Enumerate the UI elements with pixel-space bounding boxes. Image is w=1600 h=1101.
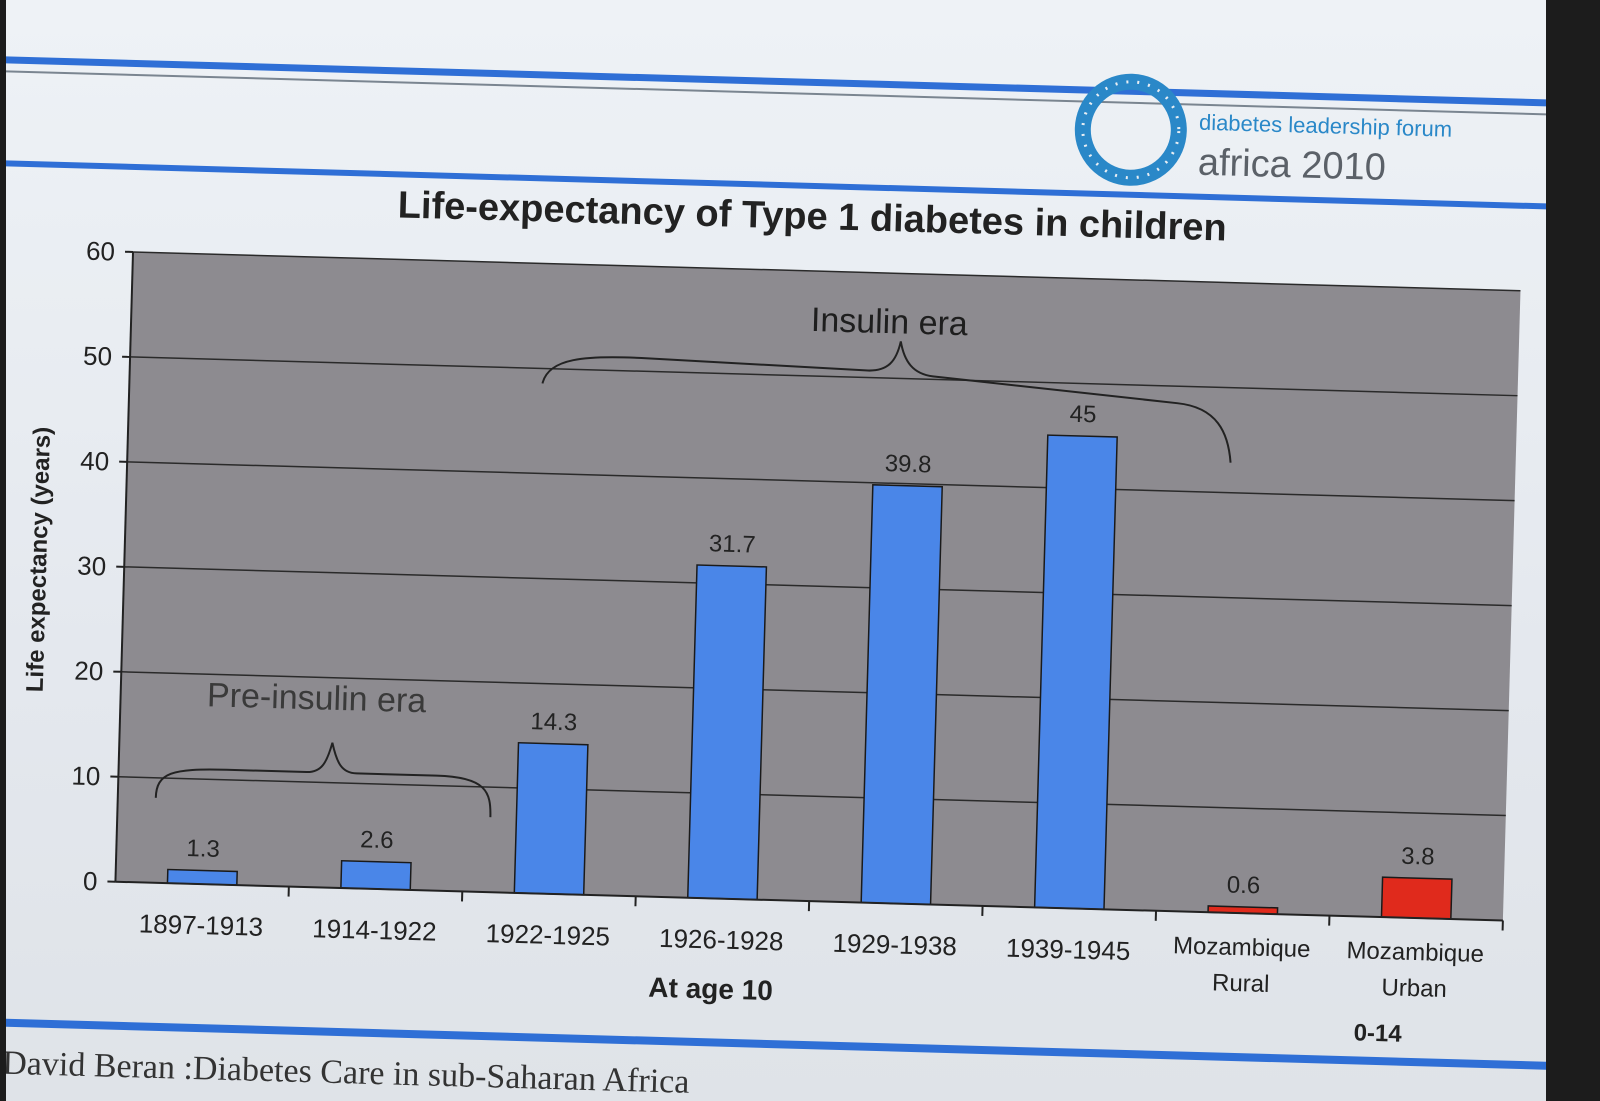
x-axis-title: At age 10 (648, 972, 773, 1006)
data-labels: 1.3 2.6 14.3 31.7 39.8 45 0.6 3.8 (186, 401, 1435, 900)
x-tick-label: 1897-1913 (138, 908, 263, 941)
x-tick-label: Rural (1212, 969, 1270, 998)
bar-1926-1928 (686, 564, 768, 901)
y-axis-ticks: 0 10 20 30 40 50 60 (71, 236, 134, 896)
slide-content: diabetes leadership forum africa 2010 Li… (6, 0, 1546, 1101)
grid-line (127, 461, 1515, 502)
y-axis-line (114, 251, 135, 882)
slide: diabetes leadership forum africa 2010 Li… (6, 0, 1546, 1101)
bars (166, 434, 1453, 920)
logo-ring-icon (1074, 73, 1187, 186)
bar-1914-1922 (340, 859, 412, 891)
grid-line (132, 251, 1521, 292)
data-label: 1.3 (186, 835, 220, 863)
bar-1929-1938 (860, 484, 943, 906)
y-axis-title: Life expectancy (years) (22, 426, 56, 692)
bar-mozambique-urban (1380, 876, 1453, 920)
x-axis-ticks: 1897-1913 1914-1922 1922-1925 1926-1928 1929… (138, 886, 1504, 1003)
y-tick-label: 50 (83, 341, 113, 372)
data-label: 2.6 (360, 826, 394, 854)
data-label: 14.3 (530, 708, 577, 736)
y-tick-label: 10 (71, 760, 101, 791)
bar-1922-1925 (513, 742, 589, 896)
grid-line (124, 566, 1512, 607)
grid-line (118, 776, 1506, 817)
x-tick-label: 1914-1922 (312, 913, 437, 946)
x-tick-label: 1929-1938 (832, 928, 957, 961)
data-label: 31.7 (709, 530, 756, 558)
pre-insulin-brace (154, 742, 492, 818)
data-label: 0.6 (1226, 871, 1260, 899)
y-tick-label: 40 (80, 446, 110, 477)
x-tick-label: Mozambique (1173, 932, 1311, 963)
x-tick-label: 1926-1928 (659, 923, 784, 956)
age-group-label: 0-14 (1353, 1019, 1402, 1047)
y-tick-label: 30 (77, 551, 107, 582)
grid-lines (118, 251, 1521, 817)
x-tick-label: 1922-1925 (485, 918, 610, 951)
insulin-brace (541, 341, 1232, 463)
x-tick-label: 1939-1945 (1006, 933, 1131, 966)
data-label: 45 (1069, 401, 1096, 429)
bar-1939-1945 (1033, 434, 1118, 911)
x-axis-line (115, 880, 1503, 922)
grid-line (130, 356, 1518, 397)
x-tick-label: Mozambique (1346, 937, 1484, 968)
pre-insulin-label: Pre-insulin era (207, 676, 427, 720)
bar-chart: 1.3 2.6 14.3 31.7 39.8 45 0.6 3.8 0 10 20 30 40 50 60… (22, 236, 1521, 1048)
y-tick-label: 60 (86, 236, 116, 267)
data-label: 3.8 (1401, 843, 1435, 871)
y-tick-label: 0 (83, 866, 98, 896)
x-tick-label: Urban (1381, 974, 1447, 1003)
insulin-label: Insulin era (810, 301, 968, 343)
data-label: 39.8 (884, 450, 931, 478)
grid-line (121, 671, 1509, 712)
y-tick-label: 20 (74, 656, 104, 687)
